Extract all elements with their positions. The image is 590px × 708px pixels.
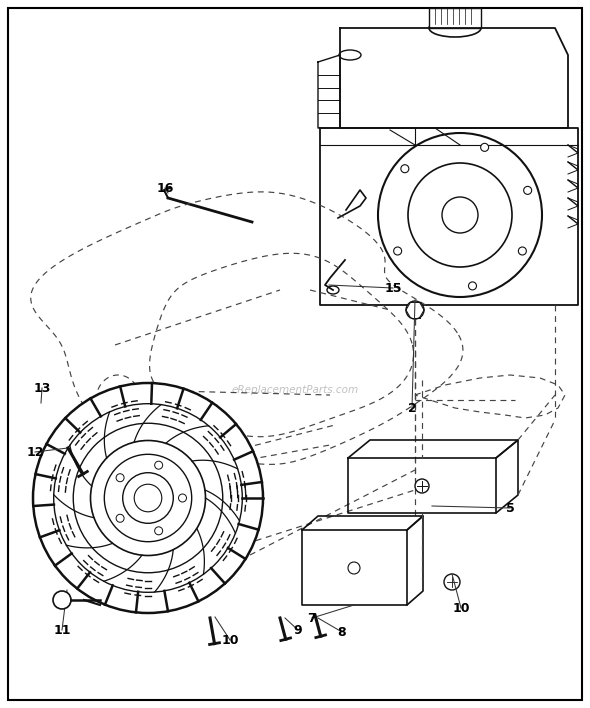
Circle shape [378,133,542,297]
Text: 2: 2 [408,401,417,414]
Circle shape [394,247,402,255]
Circle shape [401,165,409,173]
Circle shape [415,479,429,493]
Text: 12: 12 [26,445,44,459]
Circle shape [524,186,532,195]
Circle shape [481,143,489,152]
Text: 5: 5 [506,501,514,515]
Circle shape [155,527,163,535]
Ellipse shape [327,286,339,294]
Ellipse shape [429,19,481,37]
Circle shape [123,473,173,523]
Circle shape [408,163,512,267]
Circle shape [33,383,263,613]
Text: 8: 8 [337,625,346,639]
Circle shape [53,591,71,609]
Circle shape [468,282,477,290]
Circle shape [406,301,424,319]
Text: 13: 13 [33,382,51,394]
Text: 16: 16 [156,181,173,195]
Text: eReplacementParts.com: eReplacementParts.com [231,385,359,395]
Circle shape [155,461,163,469]
Text: 11: 11 [53,624,71,636]
Text: 10: 10 [453,602,470,615]
Text: 7: 7 [307,612,316,624]
Text: 10: 10 [221,634,239,646]
Circle shape [90,440,205,556]
Circle shape [116,514,124,523]
Circle shape [442,197,478,233]
Text: 15: 15 [384,282,402,295]
Text: 9: 9 [294,624,302,636]
Ellipse shape [339,50,361,60]
Circle shape [116,474,124,481]
Circle shape [444,574,460,590]
Circle shape [519,247,526,255]
Circle shape [348,562,360,574]
Bar [429,8,481,28]
Circle shape [134,484,162,512]
Circle shape [179,494,186,502]
